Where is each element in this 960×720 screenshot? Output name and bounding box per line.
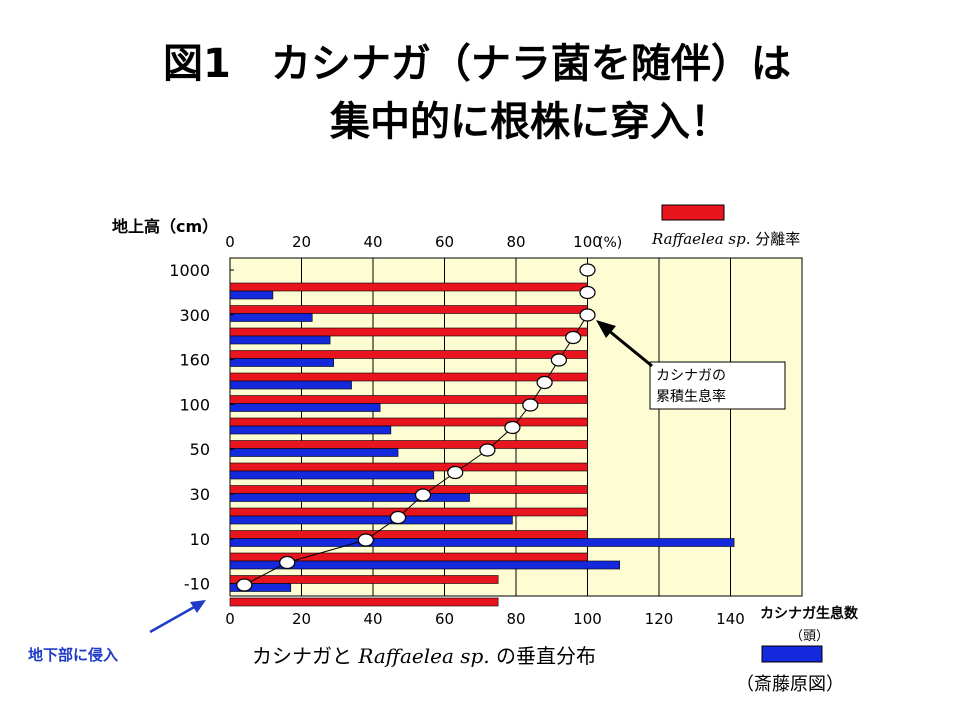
red-bar bbox=[229, 417, 588, 427]
top-tick-label: 0 bbox=[225, 233, 235, 251]
y-tick-label: 160 bbox=[179, 351, 210, 370]
y-tick-label: 100 bbox=[179, 395, 210, 414]
caption-part2: の垂直分布 bbox=[496, 644, 596, 668]
cumulative-rate-point bbox=[550, 353, 568, 367]
cumulative-rate-point bbox=[579, 263, 596, 277]
blue-bar bbox=[229, 493, 470, 502]
cumulative-rate-point bbox=[447, 465, 464, 480]
blue-bar bbox=[229, 403, 381, 412]
bottom-tick-label: 120 bbox=[645, 610, 674, 628]
cumulative-rate-point bbox=[565, 330, 582, 345]
legend-label-beetle-count: カシナガ生息数 bbox=[760, 605, 859, 622]
y-tick-label: 10 bbox=[190, 530, 210, 549]
red-bar bbox=[229, 530, 588, 539]
red-bar bbox=[229, 350, 588, 359]
top-tick-label: 60 bbox=[435, 233, 454, 251]
cumulative-rate-point bbox=[389, 510, 407, 525]
top-tick-label: 20 bbox=[292, 233, 311, 251]
legend-suffix: 分離率 bbox=[755, 230, 800, 248]
red-bar bbox=[229, 327, 588, 337]
cumulative-rate-point bbox=[522, 398, 539, 412]
blue-bar bbox=[229, 448, 399, 457]
y-tick-label: -10 bbox=[184, 575, 210, 594]
y-tick-label: 50 bbox=[190, 440, 210, 459]
blue-bar bbox=[229, 335, 331, 345]
cumulative-rate-point bbox=[279, 555, 296, 570]
callout-line2: 累積生息率 bbox=[656, 388, 726, 405]
bottom-tick-label: 20 bbox=[292, 610, 311, 628]
bottom-tick-label: 0 bbox=[225, 610, 235, 628]
top-tick-label: 80 bbox=[506, 233, 525, 251]
slide-title-line1: 図1 カシナガ（ナラ菌を随伴）は bbox=[163, 41, 791, 87]
red-bar bbox=[229, 282, 588, 292]
top-axis-ticks: 0 20 40 60 80 100 bbox=[225, 233, 602, 251]
callout-line1: カシナガの bbox=[656, 368, 726, 384]
red-bar bbox=[229, 372, 588, 382]
red-bar bbox=[229, 305, 588, 314]
underground-arrow bbox=[149, 604, 197, 634]
bottom-tick-label: 80 bbox=[506, 610, 525, 628]
cumulative-rate-line-group bbox=[236, 263, 596, 592]
caption-species: Raffaelea sp. bbox=[357, 644, 489, 668]
legend-species-name: Raffaelea sp. bbox=[651, 230, 750, 248]
top-axis-unit: (%) bbox=[598, 235, 622, 251]
beetle-count-bars bbox=[229, 290, 735, 592]
cumulative-rate-point bbox=[579, 308, 596, 322]
y-tick-label: 30 bbox=[190, 485, 210, 504]
caption-part1: カシナガと bbox=[252, 644, 352, 668]
red-bar bbox=[229, 485, 588, 494]
blue-bar bbox=[229, 290, 274, 300]
callout-arrowhead bbox=[596, 320, 616, 338]
y-tick-label: 300 bbox=[179, 306, 210, 325]
source-note: （斎藤原図） bbox=[736, 674, 844, 695]
cumulative-rate-point bbox=[479, 443, 496, 457]
callout-arrow bbox=[607, 328, 653, 368]
blue-bar bbox=[229, 515, 513, 525]
cumulative-rate-point bbox=[357, 533, 374, 547]
y-axis-label: 地上高（cm） bbox=[112, 217, 218, 236]
cumulative-rate-point bbox=[236, 578, 253, 592]
red-bar bbox=[229, 462, 588, 472]
y-tick-label: 1000 bbox=[169, 261, 210, 280]
bottom-tick-label: 40 bbox=[363, 610, 382, 628]
blue-bar bbox=[229, 538, 735, 547]
blue-bar bbox=[229, 358, 334, 367]
cumulative-rate-point bbox=[504, 420, 521, 435]
top-tick-label: 100 bbox=[573, 233, 602, 251]
bottom-axis-ticks: 0 20 40 60 80 100 120 140 bbox=[225, 610, 745, 628]
legend-swatch-isolation-rate bbox=[661, 204, 725, 221]
bottom-tick-label: 60 bbox=[435, 610, 454, 628]
cumulative-rate-point bbox=[414, 488, 432, 502]
cumulative-rate-point bbox=[536, 375, 553, 390]
legend-swatch-beetle-count bbox=[761, 645, 823, 663]
cumulative-rate-point bbox=[579, 285, 596, 300]
y-axis-ticks: 1000 300 160 100 50 30 10 -10 bbox=[169, 261, 234, 594]
chart-caption: カシナガと Raffaelea sp. の垂直分布 bbox=[252, 644, 596, 668]
bottom-tick-label: 100 bbox=[573, 610, 602, 628]
callout-box bbox=[649, 361, 786, 410]
blue-bar bbox=[229, 560, 620, 570]
red-bar bbox=[229, 597, 499, 607]
red-bar bbox=[229, 507, 588, 517]
red-bar bbox=[229, 395, 588, 404]
blue-bar bbox=[229, 380, 352, 390]
bottom-tick-label: 140 bbox=[716, 610, 745, 628]
red-bar bbox=[229, 440, 588, 449]
underground-label: 地下部に侵入 bbox=[28, 646, 118, 664]
red-bar bbox=[229, 575, 499, 584]
top-tick-label: 40 bbox=[363, 233, 382, 251]
underground-arrowhead bbox=[190, 600, 206, 613]
legend-unit-beetle-count: （頭） bbox=[790, 629, 829, 644]
blue-bar bbox=[229, 583, 292, 592]
blue-bar bbox=[229, 470, 435, 480]
blue-bar bbox=[229, 313, 313, 322]
slide-title-line2: 集中的に根株に穿入！ bbox=[330, 99, 730, 145]
legend-label-isolation-rate: Raffaelea sp. 分離率 bbox=[651, 230, 800, 248]
blue-bar bbox=[229, 425, 392, 435]
